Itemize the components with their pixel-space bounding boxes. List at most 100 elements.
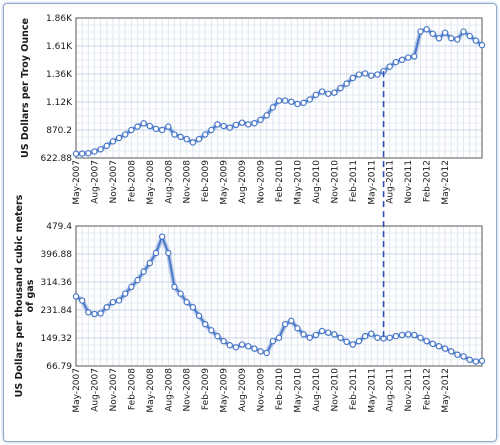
data-point bbox=[288, 317, 295, 325]
data-point bbox=[72, 293, 80, 300]
data-point bbox=[128, 126, 135, 134]
data-point bbox=[411, 53, 418, 60]
y-tick-label: 396.88 bbox=[41, 250, 73, 260]
x-tick-label: Nov-2010 bbox=[330, 160, 340, 204]
x-tick-label: Feb-2010 bbox=[275, 368, 285, 410]
data-point bbox=[448, 348, 455, 355]
data-point bbox=[109, 138, 117, 145]
data-point bbox=[435, 35, 443, 42]
y-tick-label: 1.61K bbox=[46, 42, 73, 52]
x-tick-label: Nov-2007 bbox=[109, 160, 119, 203]
data-point bbox=[325, 329, 332, 336]
x-tick-label: Aug-2009 bbox=[238, 368, 248, 412]
data-point bbox=[72, 150, 80, 157]
x-tick-label: May-2009 bbox=[220, 160, 230, 205]
data-point bbox=[115, 297, 123, 304]
x-tick-label: Aug-2007 bbox=[90, 368, 100, 412]
data-point bbox=[269, 337, 277, 345]
y-tick-label: 1.86K bbox=[46, 14, 73, 24]
y-tick-label: 622.88 bbox=[41, 154, 73, 164]
x-tick-label: Feb-2008 bbox=[127, 368, 137, 410]
data-point bbox=[398, 56, 406, 64]
x-tick-label: May-2011 bbox=[367, 368, 377, 413]
x-tick-label: May-2008 bbox=[146, 160, 156, 205]
data-point bbox=[361, 70, 369, 77]
data-point bbox=[343, 80, 350, 87]
y-tick-label: 479.4 bbox=[46, 222, 72, 232]
x-tick-label: Aug-2011 bbox=[386, 368, 396, 412]
data-point bbox=[417, 334, 424, 341]
data-point bbox=[189, 139, 197, 146]
x-tick-label: May-2012 bbox=[441, 160, 451, 205]
x-tick-label: May-2010 bbox=[293, 368, 303, 413]
data-point bbox=[201, 320, 209, 328]
data-point bbox=[423, 337, 430, 345]
x-tick-label: May-2007 bbox=[72, 368, 82, 413]
chart-panel-1: 622.88 870.2 1.12K 1.36K 1.61K 1.86K May-2007 A… bbox=[20, 14, 486, 205]
data-point bbox=[460, 28, 467, 35]
data-point bbox=[220, 122, 227, 130]
data-point bbox=[122, 290, 129, 297]
data-point bbox=[208, 126, 215, 134]
data-point bbox=[232, 344, 240, 351]
x-tick-label: May-2007 bbox=[72, 160, 82, 205]
data-point bbox=[478, 357, 486, 365]
data-point bbox=[115, 134, 123, 142]
data-point bbox=[226, 342, 233, 349]
x-tick-label: May-2011 bbox=[367, 160, 377, 205]
data-point bbox=[183, 135, 190, 143]
x-tick-label: Aug-2007 bbox=[90, 160, 100, 204]
data-point bbox=[171, 131, 178, 138]
data-point bbox=[288, 98, 295, 105]
data-point bbox=[263, 349, 270, 357]
data-point bbox=[195, 135, 203, 143]
data-point bbox=[214, 121, 221, 128]
data-point bbox=[232, 121, 240, 129]
data-point bbox=[158, 126, 166, 134]
y-tick-label: 1.36K bbox=[46, 70, 73, 80]
x-tick-label: Feb-2011 bbox=[349, 368, 359, 410]
x-tick-label: Feb-2012 bbox=[423, 160, 433, 202]
data-point bbox=[386, 334, 393, 341]
x-tick-label: Aug-2011 bbox=[386, 160, 396, 204]
data-point bbox=[208, 327, 215, 334]
y-axis-label: US Dollars per Troy Ounce bbox=[20, 18, 31, 158]
data-point bbox=[386, 63, 393, 70]
data-point bbox=[103, 304, 110, 311]
x-tick-label: May-2009 bbox=[220, 368, 230, 413]
data-point bbox=[472, 37, 480, 44]
x-tick-label: Aug-2009 bbox=[238, 160, 248, 204]
data-point bbox=[466, 32, 473, 40]
data-point bbox=[392, 332, 400, 340]
data-point bbox=[226, 124, 233, 131]
data-point bbox=[417, 28, 424, 35]
data-point bbox=[435, 343, 443, 350]
x-tick-label: Aug-2008 bbox=[164, 368, 174, 412]
data-point bbox=[85, 309, 92, 316]
x-tick-label: Feb-2010 bbox=[275, 160, 285, 202]
data-point bbox=[392, 58, 400, 66]
data-point bbox=[355, 337, 363, 345]
data-point bbox=[404, 331, 412, 338]
data-point bbox=[269, 104, 277, 111]
data-point bbox=[177, 133, 184, 141]
data-point bbox=[281, 97, 289, 104]
x-tick-label: Nov-2008 bbox=[183, 160, 193, 204]
data-point bbox=[411, 331, 418, 339]
x-tick-label: Feb-2012 bbox=[423, 368, 433, 410]
data-point bbox=[220, 337, 227, 345]
data-point bbox=[349, 74, 357, 82]
x-tick-label: Aug-2010 bbox=[312, 368, 322, 412]
x-tick-label: Nov-2007 bbox=[109, 368, 119, 411]
data-point bbox=[429, 340, 436, 348]
chart-panel-2: 66.79 149.32 231.84 314.36 396.88 479.4 May-20… bbox=[14, 194, 486, 413]
data-point bbox=[158, 233, 166, 240]
data-point bbox=[349, 341, 357, 348]
x-tick-label: Feb-2009 bbox=[201, 160, 211, 202]
data-point bbox=[103, 142, 110, 150]
data-point bbox=[201, 131, 209, 138]
y-tick-label: 870.2 bbox=[46, 126, 72, 136]
data-point bbox=[152, 249, 160, 257]
data-point bbox=[177, 290, 184, 297]
